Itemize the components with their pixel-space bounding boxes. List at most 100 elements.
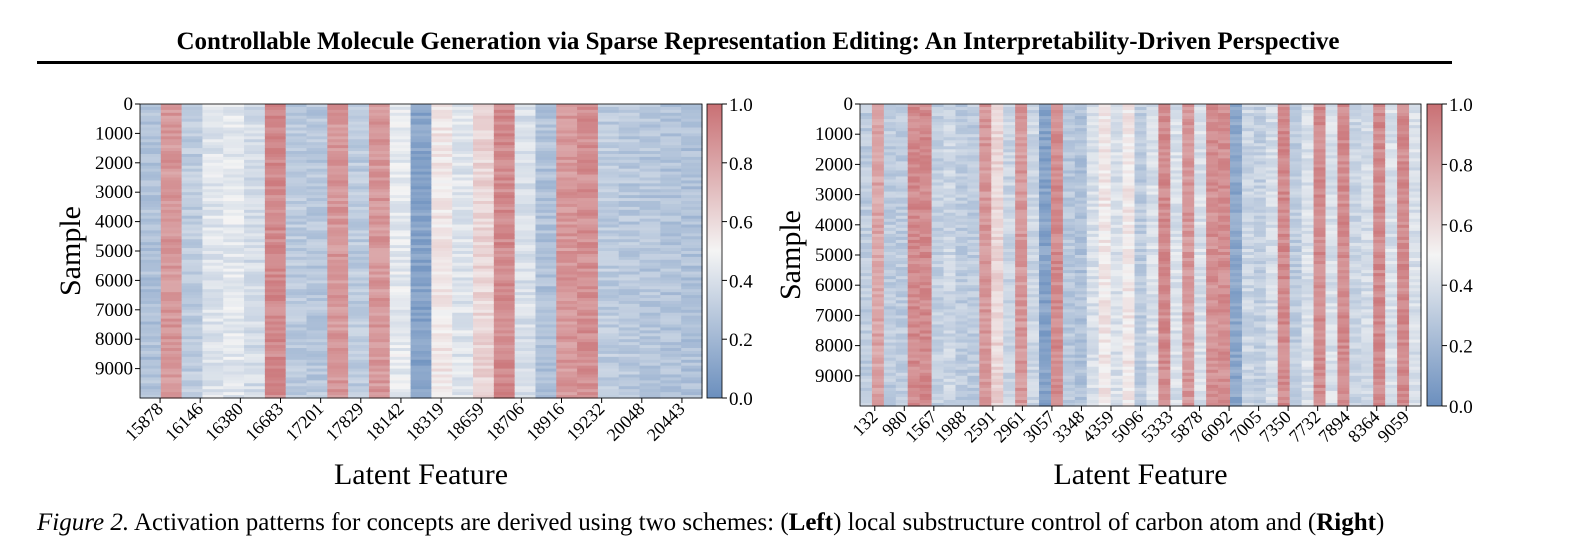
heatmap-cell [660, 186, 682, 190]
heatmap-cell [244, 186, 266, 190]
heatmap-cell [639, 145, 661, 149]
heatmap-cell [1050, 393, 1064, 398]
heatmap-cell [1062, 113, 1076, 117]
heatmap-cell [991, 366, 1004, 371]
heatmap-cell [348, 165, 370, 170]
heatmap-cell [860, 291, 873, 295]
heatmap-cell [967, 146, 980, 150]
heatmap-cell [1086, 255, 1100, 259]
heatmap-cell [1074, 390, 1088, 395]
heatmap-cell [907, 351, 921, 356]
heatmap-cell [860, 330, 873, 335]
heatmap-cell [473, 133, 495, 137]
heatmap-cell [1062, 194, 1076, 199]
heatmap-cell [639, 221, 661, 226]
heatmap-cell [140, 253, 162, 258]
heatmap-cell [681, 277, 703, 281]
heatmap-cell [1050, 354, 1064, 359]
heatmap-cell [389, 148, 412, 152]
heatmap-cell [452, 377, 474, 381]
heatmap-cell [895, 339, 909, 344]
heatmap-cell [348, 362, 370, 367]
heatmap-cell [955, 369, 969, 374]
heatmap-cell [577, 333, 599, 337]
heatmap-cell [860, 164, 873, 169]
heatmap-cell [306, 336, 328, 340]
heatmap-cell [931, 215, 945, 220]
heatmap-cell [389, 330, 412, 334]
heatmap-cell [931, 384, 945, 389]
heatmap-cell [1062, 143, 1076, 147]
heatmap-cell [895, 282, 909, 286]
heatmap-cell [931, 209, 945, 214]
heatmap-cell [883, 200, 897, 205]
heatmap-cell [1110, 119, 1124, 123]
heatmap-cell [883, 396, 897, 401]
heatmap-cell [943, 351, 957, 356]
heatmap-cell [223, 195, 245, 199]
heatmap-cell [1027, 309, 1040, 313]
heatmap-cell [244, 109, 266, 114]
heatmap-cell [639, 336, 661, 340]
heatmap-cell [919, 242, 933, 247]
heatmap-cell [244, 106, 266, 111]
heatmap-cell [493, 248, 516, 252]
heatmap-cell [535, 192, 557, 196]
heatmap-cell [1039, 197, 1052, 202]
heatmap-cell [514, 112, 537, 117]
heatmap-cell [895, 294, 909, 298]
heatmap-cell [1027, 209, 1040, 214]
heatmap-cell [202, 171, 224, 176]
heatmap-cell [431, 168, 453, 173]
heatmap-cell [514, 104, 537, 108]
heatmap-cell [1110, 273, 1124, 277]
heatmap-cell [1062, 161, 1076, 165]
heatmap-cell [306, 300, 328, 305]
heatmap-cell [597, 280, 620, 284]
heatmap-cell [389, 271, 412, 276]
heatmap-cell [1039, 324, 1052, 329]
heatmap-cell [202, 192, 224, 196]
heatmap-cell [514, 280, 537, 284]
heatmap-cell [1062, 303, 1076, 307]
heatmap-cell [577, 142, 599, 146]
heatmap-cell [639, 124, 661, 129]
heatmap-cell [577, 359, 599, 364]
heatmap-cell [1050, 297, 1064, 301]
heatmap-cell [660, 215, 682, 220]
heatmap-cell [681, 295, 703, 299]
heatmap-cell [979, 297, 992, 301]
heatmap-cell [871, 390, 885, 395]
heatmap-cell [223, 118, 245, 123]
heatmap-cell [883, 312, 897, 316]
heatmap-cell [556, 256, 578, 261]
heatmap-cell [1039, 215, 1052, 220]
heatmap-cell [907, 372, 921, 377]
heatmap-cell [931, 122, 945, 126]
heatmap-cell [919, 224, 933, 229]
heatmap-cell [1015, 258, 1028, 262]
heatmap-cell [389, 280, 412, 284]
heatmap-cell [883, 267, 897, 271]
heatmap-cell [1039, 318, 1052, 323]
heatmap-cell [639, 289, 661, 293]
heatmap-cell [597, 353, 620, 358]
heatmap-cell [535, 248, 557, 252]
heatmap-cell [368, 206, 391, 211]
heatmap-cell [895, 327, 909, 332]
heatmap-cell [681, 274, 703, 279]
heatmap-cell [931, 107, 945, 111]
heatmap-cell [639, 265, 661, 270]
heatmap-cell [160, 189, 183, 193]
heatmap-cell [1062, 399, 1076, 404]
heatmap-cell [1098, 179, 1112, 184]
heatmap-cell [1039, 306, 1052, 310]
heatmap-cell [919, 366, 933, 371]
heatmap-cell [895, 300, 909, 304]
heatmap-cell [660, 283, 682, 287]
heatmap-cell [979, 161, 992, 165]
heatmap-cell [907, 242, 921, 247]
heatmap-cell [597, 142, 620, 146]
heatmap-cell [1110, 248, 1124, 253]
heatmap-cell [597, 236, 620, 240]
